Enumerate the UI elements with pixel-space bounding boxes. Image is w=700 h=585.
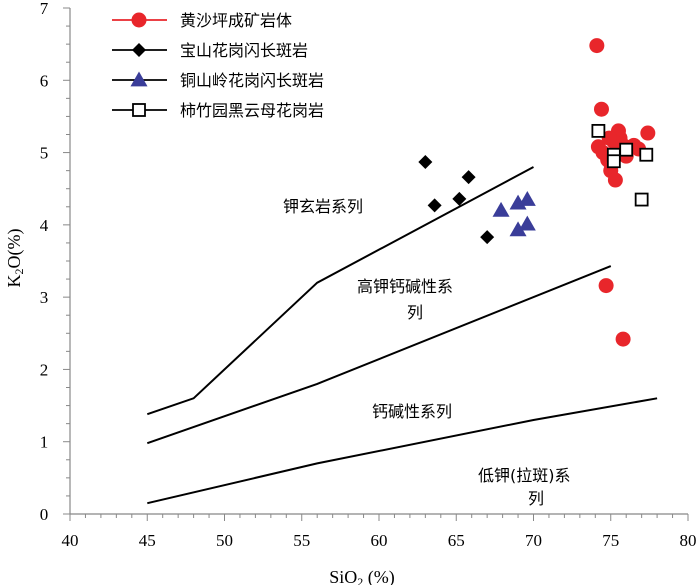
field-label-low-k-1: 低钾(拉斑)系	[478, 466, 571, 485]
field-label-calc-alkaline: 钙碱性系列	[372, 402, 452, 421]
boundary-lines	[146, 166, 658, 505]
x-axis-label: SiO2 (%)	[329, 567, 395, 585]
data-point-circle	[593, 101, 609, 117]
data-point-diamond	[480, 230, 495, 245]
data-point-square-open	[639, 147, 654, 162]
x-tick-label: 80	[680, 531, 697, 550]
data-point-circle	[607, 172, 623, 188]
legend-label: 柿竹园黑云母花岗岩	[180, 101, 324, 120]
x-tick-label: 65	[448, 531, 465, 550]
legend-marker-circle	[131, 12, 147, 28]
y-tick-label: 0	[40, 505, 49, 524]
axis-labels: SiO2 (%) K2O(%)	[4, 229, 395, 585]
y-tick-label: 1	[40, 433, 49, 452]
x-tick-label: 60	[371, 531, 388, 550]
x-tick-label: 50	[216, 531, 233, 550]
x-tick-label: 55	[293, 531, 310, 550]
x-tick-label: 75	[602, 531, 619, 550]
legend-label: 宝山花岗闪长斑岩	[180, 41, 308, 60]
data-point-circle	[615, 331, 631, 347]
field-label-high-k-2: 列	[407, 303, 423, 322]
y-axis-label: K2O(%)	[4, 229, 26, 288]
data-point-circle	[640, 125, 656, 141]
x-tick-label: 40	[62, 531, 79, 550]
legend-marker-diamond	[132, 43, 146, 57]
data-point-square-open	[606, 154, 621, 169]
y-tick-label: 5	[40, 144, 49, 163]
legend-marker-triangle	[130, 71, 148, 87]
x-tick-label: 70	[525, 531, 542, 550]
y-tick-label: 3	[40, 288, 49, 307]
data-point-triangle	[492, 201, 510, 217]
boundary-line-lower	[147, 397, 658, 505]
data-point-triangle	[518, 215, 536, 231]
field-label-high-k-1: 高钾钙碱性系	[357, 277, 453, 296]
legend-label: 黄沙坪成矿岩体	[180, 11, 292, 30]
field-label-shoshonite: 钾玄岩系列	[283, 197, 363, 216]
y-tick-label: 4	[40, 216, 49, 235]
field-label-low-k-2: 列	[528, 489, 544, 508]
data-point-circle	[589, 38, 605, 54]
data-point-triangle	[518, 191, 536, 206]
data-point-square-open	[591, 123, 606, 138]
data-point-diamond	[427, 198, 442, 213]
legend-marker-square-open	[132, 103, 146, 117]
data-point-circle	[598, 278, 614, 294]
data-point-diamond	[452, 191, 467, 206]
data-points	[418, 38, 656, 347]
data-point-diamond	[418, 154, 433, 169]
y-tick-label: 2	[40, 360, 49, 379]
x-tick-label: 45	[139, 531, 156, 550]
boundary-line-upper	[146, 166, 534, 416]
data-point-diamond	[461, 170, 476, 185]
series-3	[492, 191, 536, 237]
field-labels: 钾玄岩系列 高钾钙碱性系 列 钙碱性系列 低钾(拉斑)系 列	[283, 197, 571, 508]
y-tick-label: 6	[40, 71, 49, 90]
legend-label: 铜山岭花岗闪长斑岩	[180, 71, 324, 90]
data-point-square-open	[634, 192, 649, 207]
series-4	[591, 123, 654, 207]
data-point-circle	[601, 130, 617, 146]
boundary-line-middle	[146, 265, 612, 445]
data-point-square-open	[619, 142, 634, 157]
data-point-triangle	[509, 221, 527, 237]
series-2	[418, 154, 495, 245]
y-tick-label: 7	[40, 0, 49, 18]
series-1	[589, 38, 656, 347]
